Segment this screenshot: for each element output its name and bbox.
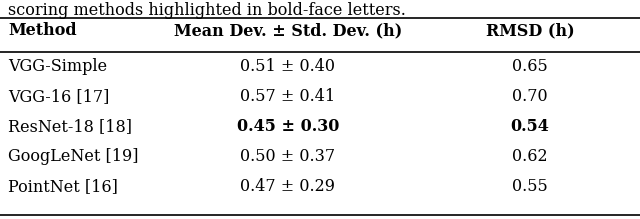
Text: RMSD (h): RMSD (h) bbox=[486, 22, 574, 39]
Text: 0.57 ± 0.41: 0.57 ± 0.41 bbox=[241, 88, 335, 105]
Text: GoogLeNet [19]: GoogLeNet [19] bbox=[8, 148, 138, 165]
Text: scoring methods highlighted in bold-face letters.: scoring methods highlighted in bold-face… bbox=[8, 2, 406, 19]
Text: 0.50 ± 0.37: 0.50 ± 0.37 bbox=[241, 148, 335, 165]
Text: VGG-16 [17]: VGG-16 [17] bbox=[8, 88, 109, 105]
Text: Method: Method bbox=[8, 22, 77, 39]
Text: 0.51 ± 0.40: 0.51 ± 0.40 bbox=[241, 58, 335, 75]
Text: 0.45 ± 0.30: 0.45 ± 0.30 bbox=[237, 118, 339, 135]
Text: 0.65: 0.65 bbox=[512, 58, 548, 75]
Text: 0.47 ± 0.29: 0.47 ± 0.29 bbox=[241, 178, 335, 195]
Text: 0.54: 0.54 bbox=[511, 118, 549, 135]
Text: 0.55: 0.55 bbox=[512, 178, 548, 195]
Text: ResNet-18 [18]: ResNet-18 [18] bbox=[8, 118, 132, 135]
Text: 0.62: 0.62 bbox=[512, 148, 548, 165]
Text: PointNet [16]: PointNet [16] bbox=[8, 178, 118, 195]
Text: VGG-Simple: VGG-Simple bbox=[8, 58, 107, 75]
Text: Mean Dev. ± Std. Dev. (h): Mean Dev. ± Std. Dev. (h) bbox=[174, 22, 402, 39]
Text: 0.70: 0.70 bbox=[512, 88, 548, 105]
